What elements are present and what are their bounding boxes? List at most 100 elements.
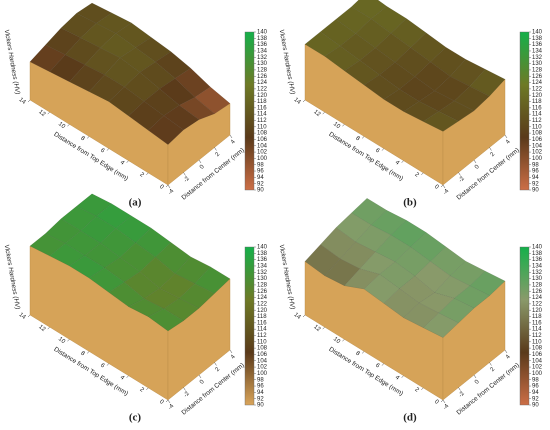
y-tick-label: 12 <box>312 109 321 118</box>
colorbar <box>519 31 530 191</box>
x-tick-label: 0 <box>199 379 206 386</box>
surface-cell <box>399 275 435 304</box>
colorbar-tick-label: 90 <box>257 403 264 409</box>
y-tick <box>126 160 129 163</box>
y-tick <box>86 351 90 354</box>
colorbar-tick-label: 92 <box>257 396 264 402</box>
x-tick-label: 4 <box>505 139 512 146</box>
y-tick <box>342 339 345 342</box>
x-tick <box>229 134 233 139</box>
y-tick-label: 12 <box>37 324 46 333</box>
x-tick <box>198 159 202 164</box>
colorbar-tick-label: 116 <box>532 105 542 111</box>
colorbar-tick-label: 104 <box>532 143 543 149</box>
y-tick-label: 6 <box>374 148 381 155</box>
colorbar-tick-label: 120 <box>532 308 543 314</box>
colorbar-tick-label: 120 <box>257 93 268 99</box>
colorbar-tick-label: 116 <box>257 105 267 111</box>
colorbar-tick-label: 128 <box>532 282 543 288</box>
colorbar-tick-label: 122 <box>532 86 543 92</box>
colorbar-tick-label: 118 <box>257 314 267 320</box>
y-tick <box>146 387 149 391</box>
x-tick-label: -4 <box>442 188 450 196</box>
panel-label: (a) <box>129 197 142 209</box>
colorbar-tick-label: 106 <box>532 137 543 143</box>
y-tick-label: 10 <box>332 336 341 345</box>
surface-cell <box>49 243 86 267</box>
colorbar-tick-label: 140 <box>257 245 268 251</box>
colorbar-tick-label: 102 <box>257 150 268 156</box>
y-tick <box>342 124 345 127</box>
y-tick-label: 6 <box>99 148 106 155</box>
surface-cell <box>438 298 475 324</box>
surface-cell <box>178 96 215 120</box>
y-tick <box>381 148 385 151</box>
x-tick-label: -4 <box>167 403 175 411</box>
y-tick <box>86 136 90 139</box>
x-tick <box>442 184 446 189</box>
colorbar <box>244 31 255 191</box>
colorbar-tick-label: 112 <box>257 118 267 124</box>
colorbar-tick-label: 100 <box>532 371 543 377</box>
surface-cell <box>69 255 105 279</box>
y-tick-label: 2 <box>138 172 145 179</box>
x-tick <box>183 387 186 391</box>
x-tick <box>167 184 171 189</box>
y-tick <box>440 184 444 188</box>
y-tick <box>421 387 424 391</box>
y-tick-label: 4 <box>394 160 401 167</box>
colorbar-tick-label: 136 <box>257 257 268 263</box>
colorbar-tick-label: 102 <box>257 365 268 371</box>
y-tick-label: 4 <box>119 160 126 167</box>
y-tick-label: 8 <box>354 350 361 357</box>
y-tick-label: 0 <box>433 184 440 191</box>
colorbar-tick-label: 130 <box>257 276 268 282</box>
colorbar-tick-label: 110 <box>532 124 542 130</box>
y-tick-label: 0 <box>158 184 165 191</box>
colorbar-tick-label: 122 <box>257 301 268 307</box>
colorbar-tick-label: 106 <box>257 352 268 358</box>
panel-label: (b) <box>403 197 417 209</box>
colorbar-tick-label: 96 <box>257 169 264 175</box>
colorbar-tick-label: 108 <box>257 131 268 137</box>
colorbar <box>244 246 255 406</box>
colorbar-tick-label: 90 <box>532 403 539 409</box>
x-tick <box>214 147 217 151</box>
y-tick <box>440 399 444 403</box>
colorbar-tick-label: 122 <box>257 86 268 92</box>
surface-cell <box>174 67 211 98</box>
colorbar-tick-label: 102 <box>532 365 543 371</box>
colorbar-tick-label: 134 <box>257 264 268 270</box>
colorbar-tick-label: 114 <box>257 112 267 118</box>
y-tick <box>27 99 31 103</box>
y-tick <box>27 314 31 318</box>
colorbar-tick-label: 118 <box>532 314 542 320</box>
y-tick-label: 4 <box>119 375 126 382</box>
x-tick <box>489 147 492 151</box>
y-tick <box>322 111 325 115</box>
colorbar-tick-label: 138 <box>257 36 268 42</box>
colorbar-tick-label: 136 <box>532 42 543 48</box>
colorbar-tick-label: 118 <box>257 99 267 105</box>
z-axis-title: Vickers Hardness (HV) <box>3 244 21 310</box>
colorbar-tick-label: 140 <box>257 30 268 36</box>
colorbar-tick-label: 124 <box>257 295 268 301</box>
colorbar-tick-label: 114 <box>532 327 542 333</box>
y-tick-label: 2 <box>138 387 145 394</box>
x-tick-label: -2 <box>458 175 466 183</box>
y-tick <box>381 363 385 366</box>
surface-cell <box>422 312 459 338</box>
colorbar-tick-label: 104 <box>257 143 268 149</box>
colorbar-tick-label: 124 <box>532 80 543 86</box>
y-tick-label: 10 <box>57 121 66 130</box>
colorbar-tick-label: 138 <box>532 251 543 257</box>
colorbar-tick-label: 92 <box>532 181 539 187</box>
y-tick <box>47 111 50 115</box>
surface-cell <box>453 85 490 112</box>
colorbar-tick-label: 126 <box>257 289 268 295</box>
colorbar-tick-label: 94 <box>257 175 264 181</box>
